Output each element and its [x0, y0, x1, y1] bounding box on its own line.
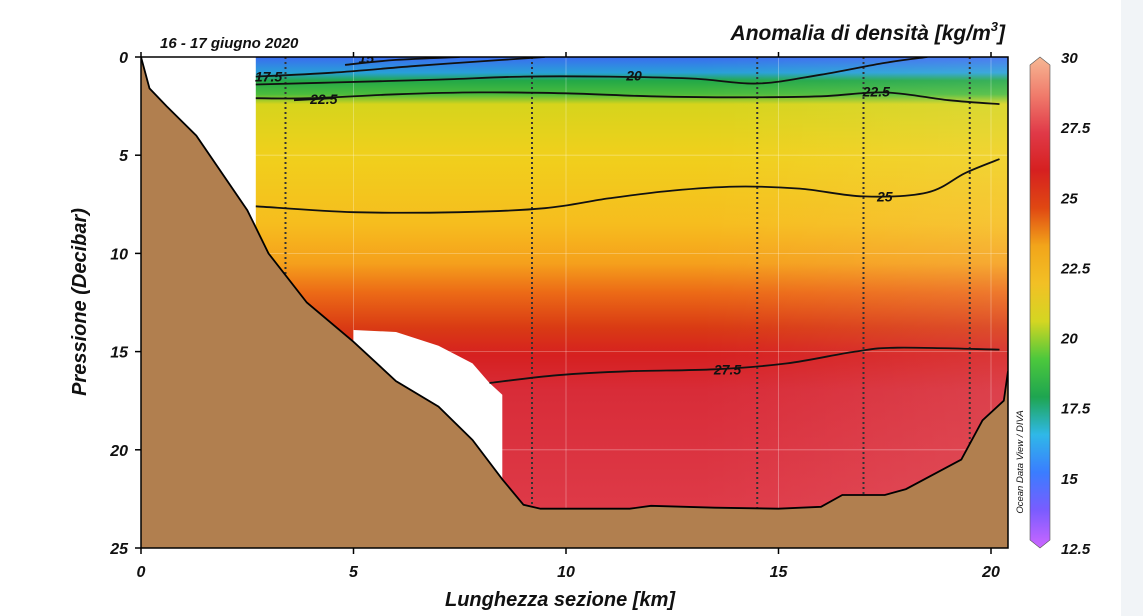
contour-line-0 — [489, 346, 1000, 384]
plot-frame — [140, 56, 1009, 549]
x-axis-label: Lunghezza sezione [km] — [445, 589, 676, 611]
contour-line-3 — [293, 97, 333, 102]
chart-title: Anomalia di densità [kg/m3] — [730, 19, 1006, 45]
y-tick-label-5: 5 — [119, 148, 129, 165]
contour-line-5 — [255, 57, 545, 78]
y-tick-label-20: 20 — [109, 443, 128, 460]
contour-line-1 — [255, 158, 1000, 214]
x-tick-label-5: 5 — [349, 564, 359, 581]
contour-label-4: 20 — [625, 68, 642, 84]
contour-label-0: 27.5 — [713, 361, 741, 377]
y-tick-label-10: 10 — [110, 246, 128, 263]
colorbar-tick-label-3: 22.5 — [1060, 260, 1091, 277]
colorbar-body — [1029, 56, 1051, 549]
seafloor-outline — [141, 57, 1008, 510]
colorbar: 30 27.5 25 22.5 20 17.5 15 12.5 — [1029, 50, 1091, 558]
y-tick-label-15: 15 — [110, 345, 129, 362]
colorbar-tick-label-5: 17.5 — [1061, 401, 1091, 418]
contour-label-5: 17.5 — [255, 69, 282, 85]
contour-label-6: 15 — [358, 50, 374, 66]
y-tick-label-25: 25 — [109, 541, 129, 558]
no-data-region-notch — [353, 330, 503, 482]
no-data-region-upper-left — [141, 57, 269, 254]
y-tick-label-0: 0 — [119, 50, 128, 67]
window-edge-strip — [1121, 0, 1143, 616]
odv-credit: Ocean Data View / DIVA — [1015, 410, 1026, 513]
colorbar-tick-label-7: 12.5 — [1061, 541, 1091, 558]
x-tick-label-0: 0 — [137, 564, 146, 581]
contour-line-4 — [255, 57, 928, 86]
colorbar-tick-label-0: 30 — [1061, 50, 1078, 67]
y-axis-label: Pressione (Decibar) — [69, 208, 91, 396]
colorbar-tick-label-4: 20 — [1060, 331, 1078, 348]
x-tick-label-15: 15 — [770, 564, 789, 581]
contour-line-2 — [255, 91, 1000, 105]
colorbar-tick-label-2: 25 — [1060, 190, 1078, 207]
contour-label-2: 22.5 — [862, 83, 890, 99]
colorbar-tick-label-6: 15 — [1061, 471, 1078, 488]
contour-label-1: 25 — [876, 188, 893, 204]
seafloor-terrain — [141, 57, 1008, 548]
subtitle-date: 16 - 17 giugno 2020 — [160, 35, 299, 52]
plot-area: 27.5 25 22.5 22.5 20 17.5 15 — [141, 50, 1008, 548]
contour-label-3: 22.5 — [309, 91, 337, 107]
x-tick-label-20: 20 — [981, 564, 1000, 581]
x-tick-label-10: 10 — [557, 564, 575, 581]
colorbar-tick-label-1: 27.5 — [1060, 120, 1091, 137]
